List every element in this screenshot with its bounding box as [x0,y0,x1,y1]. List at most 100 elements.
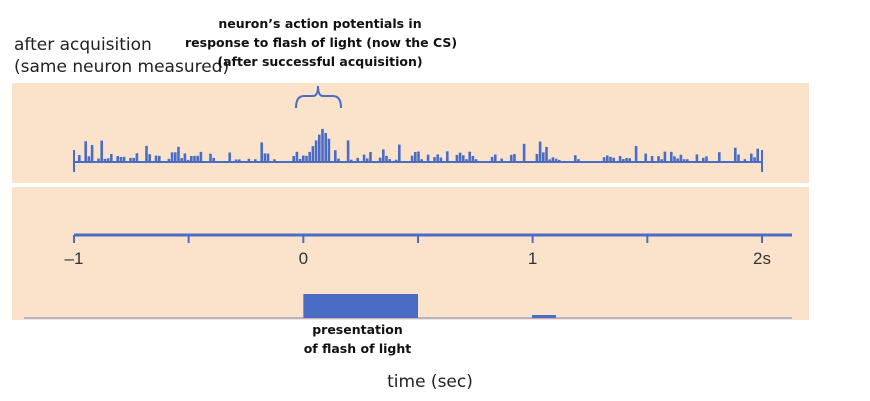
spike-bar [199,151,203,162]
spike-bar [676,158,679,162]
spike-bar [110,154,113,162]
spike-bar [554,158,558,162]
spike-bar [263,153,267,162]
spike-bar [247,158,251,162]
spike-bar [490,156,494,162]
spike-bar [308,151,311,162]
spike-bar [84,141,87,162]
spike-bar [90,145,94,162]
spike-bar [369,152,372,162]
spike-bar [743,159,747,162]
spike-bar [106,158,110,162]
spike-bar [734,147,737,162]
spike-bar [657,156,660,162]
spike-bar [298,158,302,162]
spike-bar [97,158,100,162]
spike-bar [295,151,299,162]
spike-bar [196,155,199,162]
spike-bar [753,157,756,162]
time-axis-title: time (sec) [387,372,473,392]
spike-bar [318,134,321,162]
spike-bar [458,152,462,162]
spike-bar [551,157,555,162]
spike-bar [686,159,689,162]
spike-bar [702,157,705,162]
spike-bar [718,152,721,162]
spike-bar [609,156,612,162]
after-acquisition-caption: after acquisition (same neuron measured) [14,34,229,78]
spike-bar [625,158,628,162]
spike-bar [212,157,215,162]
spike-bar [737,154,740,162]
spike-bar [602,157,606,162]
spike-bar [612,157,615,162]
spike-bar [302,155,305,162]
spike-bar [663,151,667,162]
spike-bar [116,156,119,162]
spike-bar [87,156,91,162]
stimulus-caption: presentation of flash of light [265,320,450,358]
stimulus-bar [303,294,418,318]
spike-bar [167,158,171,162]
axis-tick-label: 1 [528,249,537,268]
spike-bar [750,153,753,162]
caption-line: neuron’s action potentials in [218,16,422,31]
spike-bar [148,154,151,162]
axis-tick-label: 0 [299,249,308,268]
spike-bar [234,159,238,162]
histogram-panel [12,83,809,183]
spike-bar [468,151,471,162]
spike-bar [78,155,81,162]
caption-line: presentation [312,322,403,337]
spike-bar [446,151,449,162]
spike-bar [346,140,350,162]
spike-bar [398,144,401,162]
spike-bar [145,145,148,162]
caption-line: response to flash of light (now the CS) [185,35,458,50]
spike-bar [356,157,359,162]
spike-bar [362,154,366,162]
peak-brace [295,85,342,109]
axis-tick-label: 2s [753,249,771,268]
spike-bar [350,159,353,162]
spike-bar [574,155,577,162]
spike-bar [305,155,308,162]
spike-bar [266,153,270,162]
spike-bar [414,152,417,162]
caption-line: after acquisition [14,35,152,55]
spike-bar [186,159,190,162]
spike-bar [337,158,340,162]
spike-bar [510,154,513,162]
spike-bar [606,155,609,162]
spike-bar [228,152,231,162]
spike-bar [190,156,193,162]
spike-bar [705,156,708,162]
spike-bar [679,154,683,162]
spike-bar [238,159,241,162]
spike-bar [209,153,212,162]
spike-bar [538,141,542,162]
spike-bar [324,132,327,162]
spike-bar [756,148,759,162]
caption-line: (same neuron measured) [14,57,230,77]
spike-bar [634,146,638,162]
spike-bar [695,154,699,162]
spike-bar [378,157,382,162]
spike-bar [183,153,187,162]
spike-bar [644,153,647,162]
spike-bar [558,159,561,162]
spike-bar [471,156,475,162]
spike-bar [273,159,276,162]
caption-line: of flash of light [303,341,412,356]
spike-bar [119,157,123,162]
spike-bar [180,158,183,162]
spike-bar [260,142,263,162]
spike-bar [548,159,551,162]
spike-bar [500,158,503,162]
spike-bar [474,159,478,162]
spike-bar [132,157,135,162]
spike-bar [314,140,318,162]
spike-histogram [73,128,763,172]
spike-bar [327,138,331,162]
spike-bar [628,158,631,162]
